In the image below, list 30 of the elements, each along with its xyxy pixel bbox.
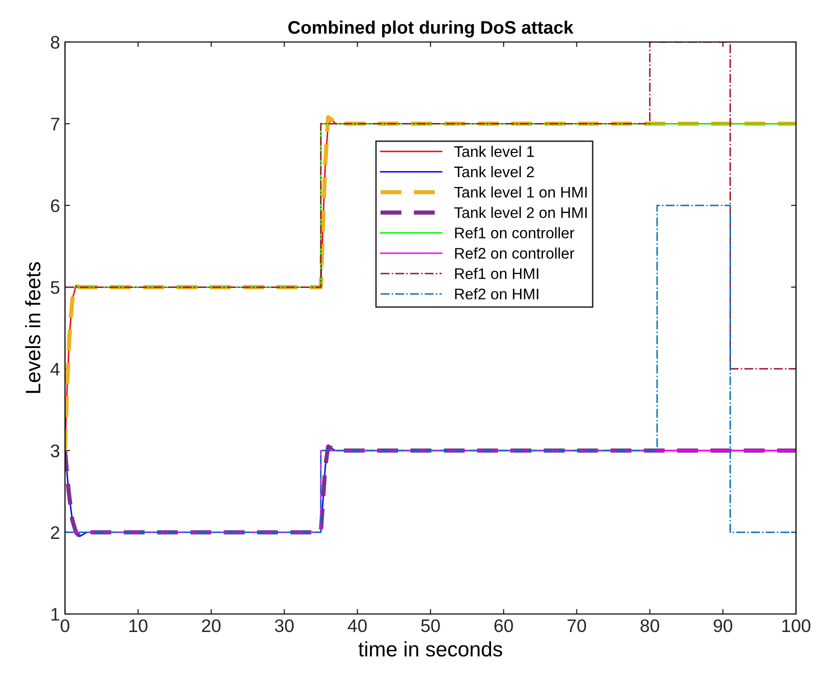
x-tick-label: 30 [274, 619, 294, 632]
x-axis-title: time in seconds [358, 641, 502, 657]
y-axis-title: Levels in feets [25, 262, 40, 393]
x-tick-label: 40 [348, 619, 367, 632]
y-tick-label: 8 [50, 36, 60, 49]
x-tick-label: 90 [714, 619, 732, 632]
x-tick-label: 20 [202, 619, 221, 632]
legend-label: Tank level 2 on HMI [454, 206, 587, 218]
x-tick-label: 100 [782, 619, 810, 632]
legend-label: Ref2 on controller [455, 248, 574, 259]
legend-label: Tank level 2 [454, 166, 534, 178]
x-tick-label: 60 [494, 619, 513, 632]
legend-label: Ref2 on HMI [455, 288, 538, 300]
y-tick-label: 7 [51, 118, 60, 130]
y-tick-label: 1 [51, 608, 60, 621]
legend-label: Tank level 1 on HMI [454, 186, 587, 198]
y-tick-label: 4 [50, 362, 60, 376]
y-tick-label: 2 [51, 526, 60, 539]
x-tick-label: 80 [640, 619, 660, 632]
y-tick-label: 5 [50, 281, 60, 294]
legend-label: Ref1 on HMI [455, 268, 538, 280]
chart-title: Combined plot during DoS attack [288, 20, 574, 38]
y-tick-label: 3 [50, 444, 60, 458]
x-tick-label: 10 [129, 619, 148, 632]
x-tick-label: 0 [60, 619, 70, 632]
x-tick-label: 50 [421, 619, 440, 632]
legend-label: Tank level 1 [454, 146, 534, 157]
y-tick-label: 6 [51, 199, 60, 212]
x-tick-label: 70 [568, 619, 586, 632]
legend-label: Ref1 on controller [455, 227, 574, 238]
